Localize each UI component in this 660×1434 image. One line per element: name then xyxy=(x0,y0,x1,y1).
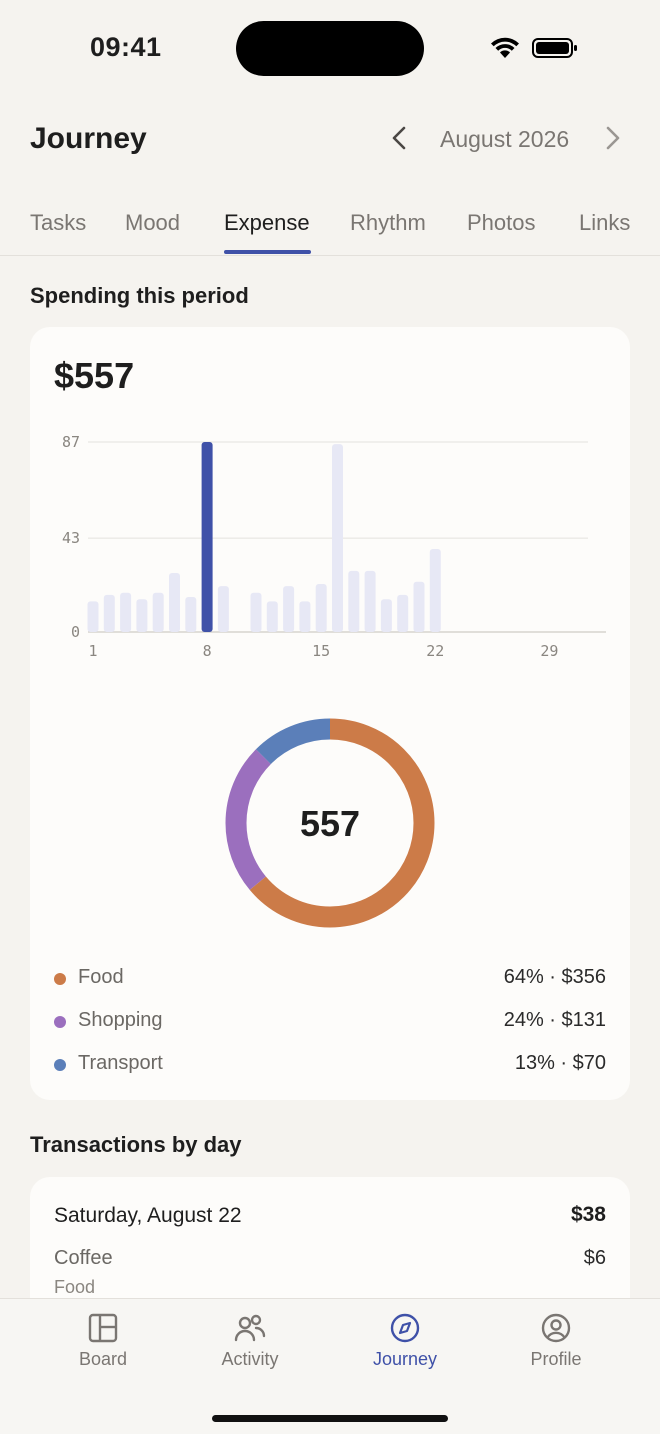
tab-mood[interactable]: Mood xyxy=(125,210,181,235)
day-label: Saturday, August 22 xyxy=(54,1204,242,1227)
legend-label: Shopping xyxy=(78,1009,163,1031)
bar-day-17[interactable] xyxy=(348,570,360,632)
bar-day-11[interactable] xyxy=(250,592,262,632)
tabbar-item-activity[interactable]: Activity xyxy=(190,1313,310,1370)
tab-rhythm[interactable]: Rhythm xyxy=(350,210,426,235)
bar-day-3[interactable] xyxy=(120,592,132,632)
bar-day-22[interactable] xyxy=(429,549,441,632)
transaction-name: Coffee xyxy=(54,1247,113,1269)
status-bar: 09:41 xyxy=(0,0,660,96)
legend-label: Food xyxy=(78,966,124,988)
spending-section-title: Spending this period xyxy=(30,283,249,308)
wifi-icon xyxy=(491,37,519,58)
bar-day-20[interactable] xyxy=(397,594,409,632)
donut-slice-transport[interactable] xyxy=(225,718,435,928)
x-tick-label: 15 xyxy=(312,642,330,660)
people-icon xyxy=(234,1314,266,1342)
shopping-dot xyxy=(54,1016,66,1028)
legend-value: 13% · $70 xyxy=(514,1052,606,1074)
tabbar-label: Profile xyxy=(530,1349,582,1369)
chevron-right-icon[interactable] xyxy=(600,124,624,152)
bar-day-4[interactable] xyxy=(136,599,148,632)
legend-value: 64% · $356 xyxy=(503,966,606,988)
legend-item-transport: Transport 13% · $70 xyxy=(30,1047,630,1090)
daily-spending-bar-chart: 0 43 87 1 8 15 22 29 xyxy=(62,433,606,660)
bar-day-19[interactable] xyxy=(380,599,392,632)
food-dot xyxy=(54,973,66,985)
transaction-category: Food xyxy=(54,1277,96,1297)
home-indicator xyxy=(212,1415,448,1422)
active-tab-indicator xyxy=(224,250,311,254)
bar-day-8[interactable] xyxy=(201,442,213,632)
tabbar-label: Board xyxy=(78,1349,128,1369)
compass-icon xyxy=(390,1313,420,1343)
category-legend: Food 64% · $356 Shopping 24% · $131 Tran… xyxy=(30,961,630,1090)
bar-day-13[interactable] xyxy=(283,586,295,632)
tabbar-item-profile[interactable]: Profile xyxy=(496,1313,616,1370)
dynamic-island xyxy=(236,21,424,76)
status-time: 09:41 xyxy=(90,32,162,62)
bar-day-7[interactable] xyxy=(185,597,197,632)
journey-tabs: Tasks Mood Expense Rhythm Photos Links xyxy=(0,196,660,256)
battery-icon xyxy=(532,38,577,58)
tabbar-label: Activity xyxy=(221,1349,279,1369)
tab-expense[interactable]: Expense xyxy=(224,210,310,235)
tabbar-label: Journey xyxy=(372,1349,438,1369)
spending-card: $557 0 43 87 1 8 15 22 29 557 Food 64% · $356 S… xyxy=(30,327,630,1100)
legend-item-food: Food 64% · $356 xyxy=(30,961,630,1004)
bar-day-12[interactable] xyxy=(266,601,278,632)
x-tick-label: 22 xyxy=(426,642,444,660)
legend-item-shopping: Shopping 24% · $131 xyxy=(30,1004,630,1047)
header: Journey August 2026 xyxy=(0,110,660,170)
bar-day-18[interactable] xyxy=(364,570,376,632)
bar-day-9[interactable] xyxy=(217,586,229,632)
legend-label: Transport xyxy=(78,1052,163,1074)
donut-center-value: 557 xyxy=(300,803,360,844)
board-icon xyxy=(88,1313,118,1343)
bar-day-2[interactable] xyxy=(103,594,115,632)
transaction-amount: $6 xyxy=(583,1247,606,1269)
tabbar-item-board[interactable]: Board xyxy=(43,1313,163,1370)
x-tick-label: 29 xyxy=(540,642,558,660)
bar-day-5[interactable] xyxy=(152,592,164,632)
bottom-tab-bar: Board Activity Journey Profile xyxy=(0,1298,660,1434)
user-circle-icon xyxy=(541,1313,571,1343)
bar-day-14[interactable] xyxy=(299,601,311,632)
bar-day-21[interactable] xyxy=(413,581,425,632)
tab-photos[interactable]: Photos xyxy=(467,210,536,235)
bar-day-16[interactable] xyxy=(332,444,343,632)
spending-total: $557 xyxy=(54,355,135,396)
chevron-left-icon[interactable] xyxy=(388,124,412,152)
category-donut-chart: 557 xyxy=(210,703,450,948)
day-total: $38 xyxy=(570,1203,606,1226)
month-label: August 2026 xyxy=(440,126,570,152)
page-title: Journey xyxy=(30,122,147,155)
transport-dot xyxy=(54,1059,66,1071)
tab-tasks[interactable]: Tasks xyxy=(30,210,87,235)
tab-links[interactable]: Links xyxy=(579,210,631,235)
legend-value: 24% · $131 xyxy=(503,1009,606,1031)
donut-slice-shopping[interactable] xyxy=(225,718,435,928)
x-tick-label: 8 xyxy=(203,642,212,660)
y-tick-label: 43 xyxy=(62,529,80,547)
bar-day-6[interactable] xyxy=(169,573,180,632)
y-tick-label: 87 xyxy=(62,433,80,451)
tabbar-item-journey[interactable]: Journey xyxy=(345,1313,465,1370)
y-tick-label: 0 xyxy=(71,623,80,641)
x-tick-label: 1 xyxy=(88,642,97,660)
bar-day-15[interactable] xyxy=(315,583,327,632)
bar-day-1[interactable] xyxy=(87,601,99,632)
transactions-section-title: Transactions by day xyxy=(30,1132,242,1157)
